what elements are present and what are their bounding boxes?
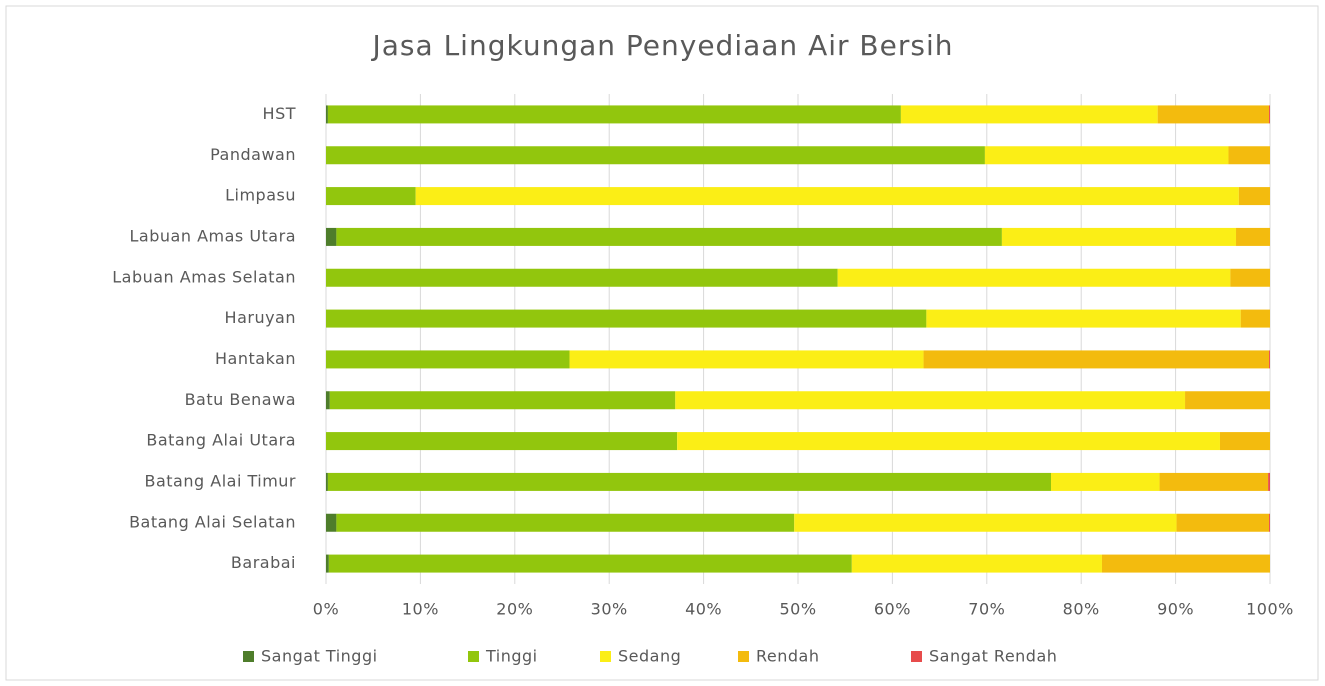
bar-segment (1269, 350, 1270, 369)
legend-swatch (738, 651, 749, 662)
bar-segment (1159, 472, 1269, 491)
bar-segment (326, 432, 678, 451)
bar-segment (326, 350, 570, 369)
y-tick-label: Batang Alai Selatan (129, 512, 296, 531)
bar-segment (336, 513, 795, 532)
chart-title: Jasa Lingkungan Penyediaan Air Bersih (371, 29, 954, 62)
x-tick-label: 30% (591, 600, 628, 619)
legend-label: Sedang (618, 647, 681, 666)
y-tick-label: HST (263, 104, 296, 123)
bar-segment (326, 513, 337, 532)
x-tick-label: 40% (685, 600, 722, 619)
legend-swatch (911, 651, 922, 662)
bar-segment (569, 350, 924, 369)
bar-segment (677, 432, 1220, 451)
bar-segment (326, 268, 838, 287)
legend-swatch (600, 651, 611, 662)
bar-segment (1238, 187, 1270, 206)
y-tick-label: Pandawan (210, 145, 296, 164)
y-tick-label: Labuan Amas Utara (130, 226, 296, 245)
legend-label: Sangat Rendah (929, 647, 1057, 666)
legend-label: Rendah (756, 647, 819, 666)
x-tick-label: 0% (313, 600, 339, 619)
bar-segment (326, 146, 985, 165)
x-tick-label: 20% (496, 600, 533, 619)
x-tick-label: 100% (1246, 600, 1294, 619)
bar-segment (851, 554, 1102, 573)
bar-segment (328, 554, 852, 573)
x-tick-label: 10% (402, 600, 439, 619)
legend-swatch (468, 651, 479, 662)
bar-segment (329, 391, 676, 410)
bar-segment (1269, 513, 1270, 532)
x-tick-label: 70% (968, 600, 1005, 619)
x-tick-label: 60% (874, 600, 911, 619)
bar-segment (794, 513, 1177, 532)
bar-segment (326, 472, 328, 491)
bar-segment (326, 309, 927, 328)
bar-segment (984, 146, 1229, 165)
bar-segment (326, 554, 329, 573)
bar-segment (1268, 472, 1270, 491)
y-tick-label: Limpasu (225, 186, 296, 205)
bar-segment (1269, 105, 1270, 124)
bar-segment (926, 309, 1241, 328)
bar-segment (326, 187, 416, 206)
bar-segment (336, 227, 1002, 246)
legend-label: Tinggi (485, 647, 538, 666)
legend-label: Sangat Tinggi (261, 647, 378, 666)
bar-segment (1185, 391, 1270, 410)
bar-segment (326, 391, 330, 410)
bar-segment (1240, 309, 1270, 328)
bar-segment (837, 268, 1231, 287)
bar-segment (415, 187, 1239, 206)
bar-segment (1236, 227, 1270, 246)
bar-segment (1050, 472, 1160, 491)
bar-segment (1001, 227, 1237, 246)
y-tick-label: Batu Benawa (185, 390, 296, 409)
y-tick-label: Labuan Amas Selatan (112, 267, 296, 286)
bar-segment (1157, 105, 1270, 124)
x-tick-label: 50% (779, 600, 816, 619)
bar-segment (1101, 554, 1270, 573)
bar-segment (327, 105, 901, 124)
bar-segment (1219, 432, 1270, 451)
bar-segment (1228, 146, 1270, 165)
bar-segment (1230, 268, 1270, 287)
x-tick-label: 90% (1157, 600, 1194, 619)
bar-segment (923, 350, 1270, 369)
bar-segment (675, 391, 1186, 410)
y-tick-label: Batang Alai Utara (146, 431, 296, 450)
legend-swatch (243, 651, 254, 662)
y-tick-label: Haruyan (225, 308, 296, 327)
y-tick-label: Hantakan (215, 349, 296, 368)
x-tick-label: 80% (1063, 600, 1100, 619)
bar-segment (326, 105, 328, 124)
bar-segment (327, 472, 1051, 491)
bar-segment (900, 105, 1158, 124)
bar-segment (1176, 513, 1270, 532)
y-tick-label: Batang Alai Timur (145, 471, 297, 490)
y-tick-label: Barabai (231, 553, 296, 572)
bar-segment (326, 227, 337, 246)
